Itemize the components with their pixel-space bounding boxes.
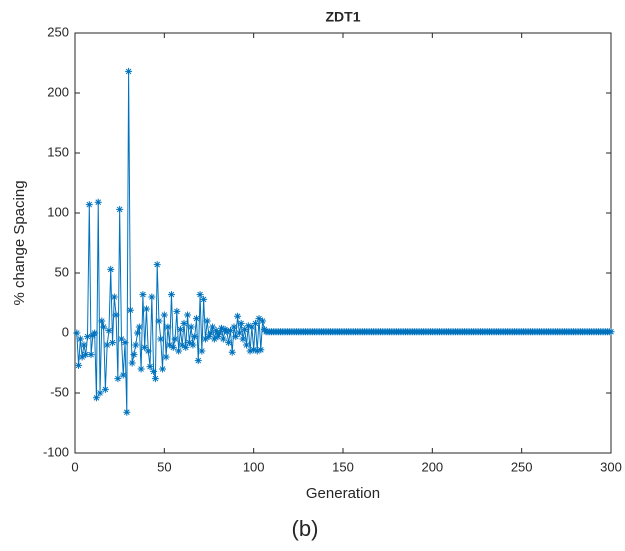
- y-axis-label: % change Spacing: [11, 180, 28, 305]
- x-axis-label: Generation: [306, 485, 380, 502]
- chart-title: ZDT1: [326, 9, 361, 25]
- x-tick-label: 50: [157, 459, 171, 474]
- y-tick-label: -100: [43, 444, 69, 459]
- y-tick-label: 250: [47, 24, 69, 39]
- marker: [95, 199, 102, 206]
- x-tick-label: 100: [243, 459, 265, 474]
- plot-area: [75, 33, 611, 453]
- y-tick-label: 0: [62, 324, 69, 339]
- x-tick-label: 200: [421, 459, 443, 474]
- y-tick-label: 100: [47, 204, 69, 219]
- x-tick-label: 300: [600, 459, 622, 474]
- x-tick-label: 150: [332, 459, 354, 474]
- y-tick-label: 200: [47, 84, 69, 99]
- marker: [125, 68, 132, 75]
- y-tick-label: -50: [50, 384, 69, 399]
- x-tick-label: 0: [71, 459, 78, 474]
- caption: (b): [292, 516, 319, 541]
- y-tick-label: 50: [55, 264, 69, 279]
- chart: ZDT1 Generation % change Spacing (b) 0 50…: [0, 0, 625, 551]
- y-tick-label: 150: [47, 144, 69, 159]
- x-tick-label: 250: [511, 459, 533, 474]
